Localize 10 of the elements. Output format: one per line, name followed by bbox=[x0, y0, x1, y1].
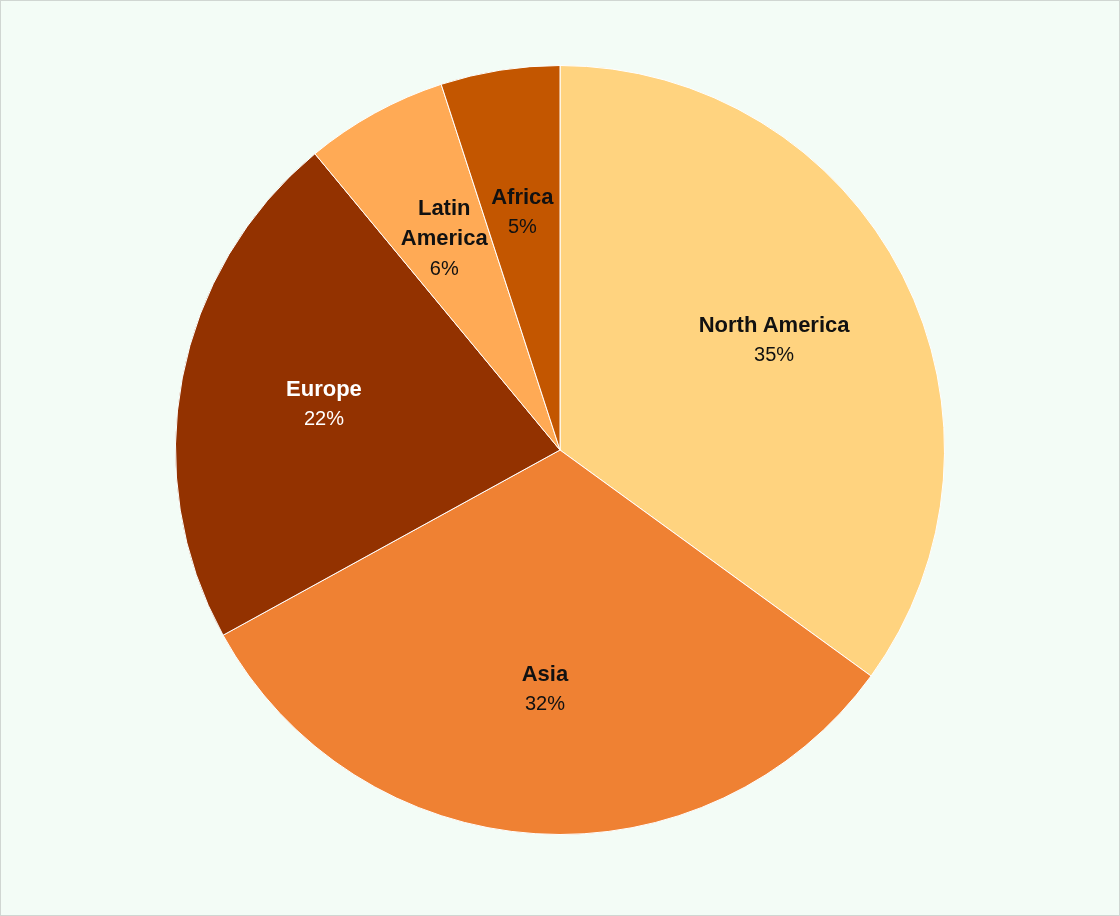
data-label: 22% bbox=[303, 407, 345, 430]
slice-label: Asia bbox=[521, 660, 569, 686]
slice-label: Africa bbox=[491, 183, 555, 209]
data-label: 6% bbox=[429, 256, 459, 279]
slice-label: Latin America bbox=[400, 195, 489, 251]
slice-label: Europe bbox=[286, 376, 362, 402]
data-label: 32% bbox=[524, 692, 566, 715]
slice-label: North America bbox=[698, 311, 851, 337]
data-label: 5% bbox=[507, 215, 538, 238]
data-label: 35% bbox=[754, 343, 795, 366]
